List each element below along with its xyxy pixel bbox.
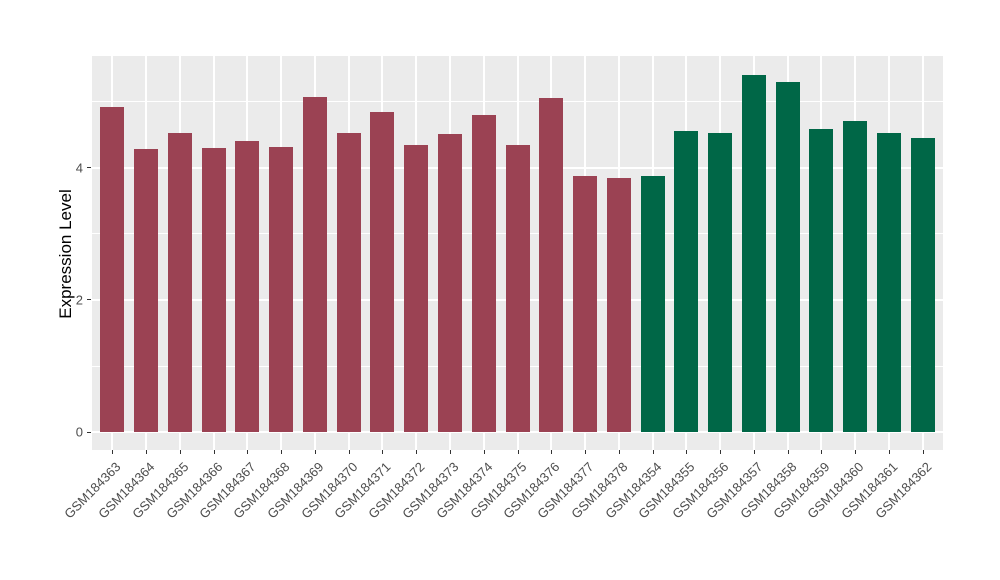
y-axis-title: Expression Level <box>56 189 75 319</box>
bar <box>843 120 868 433</box>
x-tick <box>888 450 890 454</box>
x-tick <box>146 450 148 454</box>
x-tick <box>314 450 316 454</box>
bar <box>269 147 294 433</box>
bar <box>471 114 496 433</box>
x-tick <box>213 450 215 454</box>
x-tick <box>821 450 823 454</box>
bar <box>640 176 665 433</box>
x-tick <box>652 450 654 454</box>
x-tick <box>416 450 418 454</box>
y-tick-label: 2 <box>75 292 83 308</box>
y-tick-label: 0 <box>75 424 83 440</box>
bar <box>404 145 429 433</box>
bar <box>302 96 327 433</box>
y-tick <box>87 431 91 433</box>
bar <box>235 141 260 433</box>
x-tick <box>112 450 114 454</box>
bar <box>606 178 631 433</box>
bar <box>336 133 361 433</box>
x-tick <box>585 450 587 454</box>
x-tick <box>247 450 249 454</box>
x-tick <box>686 450 688 454</box>
x-tick <box>382 450 384 454</box>
bar <box>708 132 733 433</box>
bar <box>201 147 226 433</box>
bar <box>876 132 901 433</box>
x-tick <box>449 450 451 454</box>
y-tick <box>87 299 91 301</box>
x-tick <box>618 450 620 454</box>
bar <box>134 148 159 433</box>
y-tick <box>87 167 91 169</box>
y-tick-label: 4 <box>75 160 83 176</box>
x-tick <box>551 450 553 454</box>
bar <box>539 97 564 433</box>
bar <box>437 134 462 433</box>
bar <box>167 132 192 433</box>
x-tick <box>483 450 485 454</box>
x-tick <box>179 450 181 454</box>
bar <box>809 128 834 433</box>
x-tick <box>720 450 722 454</box>
x-tick <box>753 450 755 454</box>
bar <box>573 176 598 433</box>
bar <box>370 112 395 433</box>
x-tick <box>281 450 283 454</box>
x-tick <box>922 450 924 454</box>
x-tick <box>517 450 519 454</box>
x-tick <box>348 450 350 454</box>
bar <box>741 74 766 433</box>
bar <box>505 144 530 433</box>
bar <box>775 81 800 433</box>
x-tick <box>787 450 789 454</box>
plot-panel <box>92 56 943 450</box>
bar <box>674 131 699 433</box>
x-tick <box>855 450 857 454</box>
bar <box>100 106 125 433</box>
bar <box>910 137 935 433</box>
